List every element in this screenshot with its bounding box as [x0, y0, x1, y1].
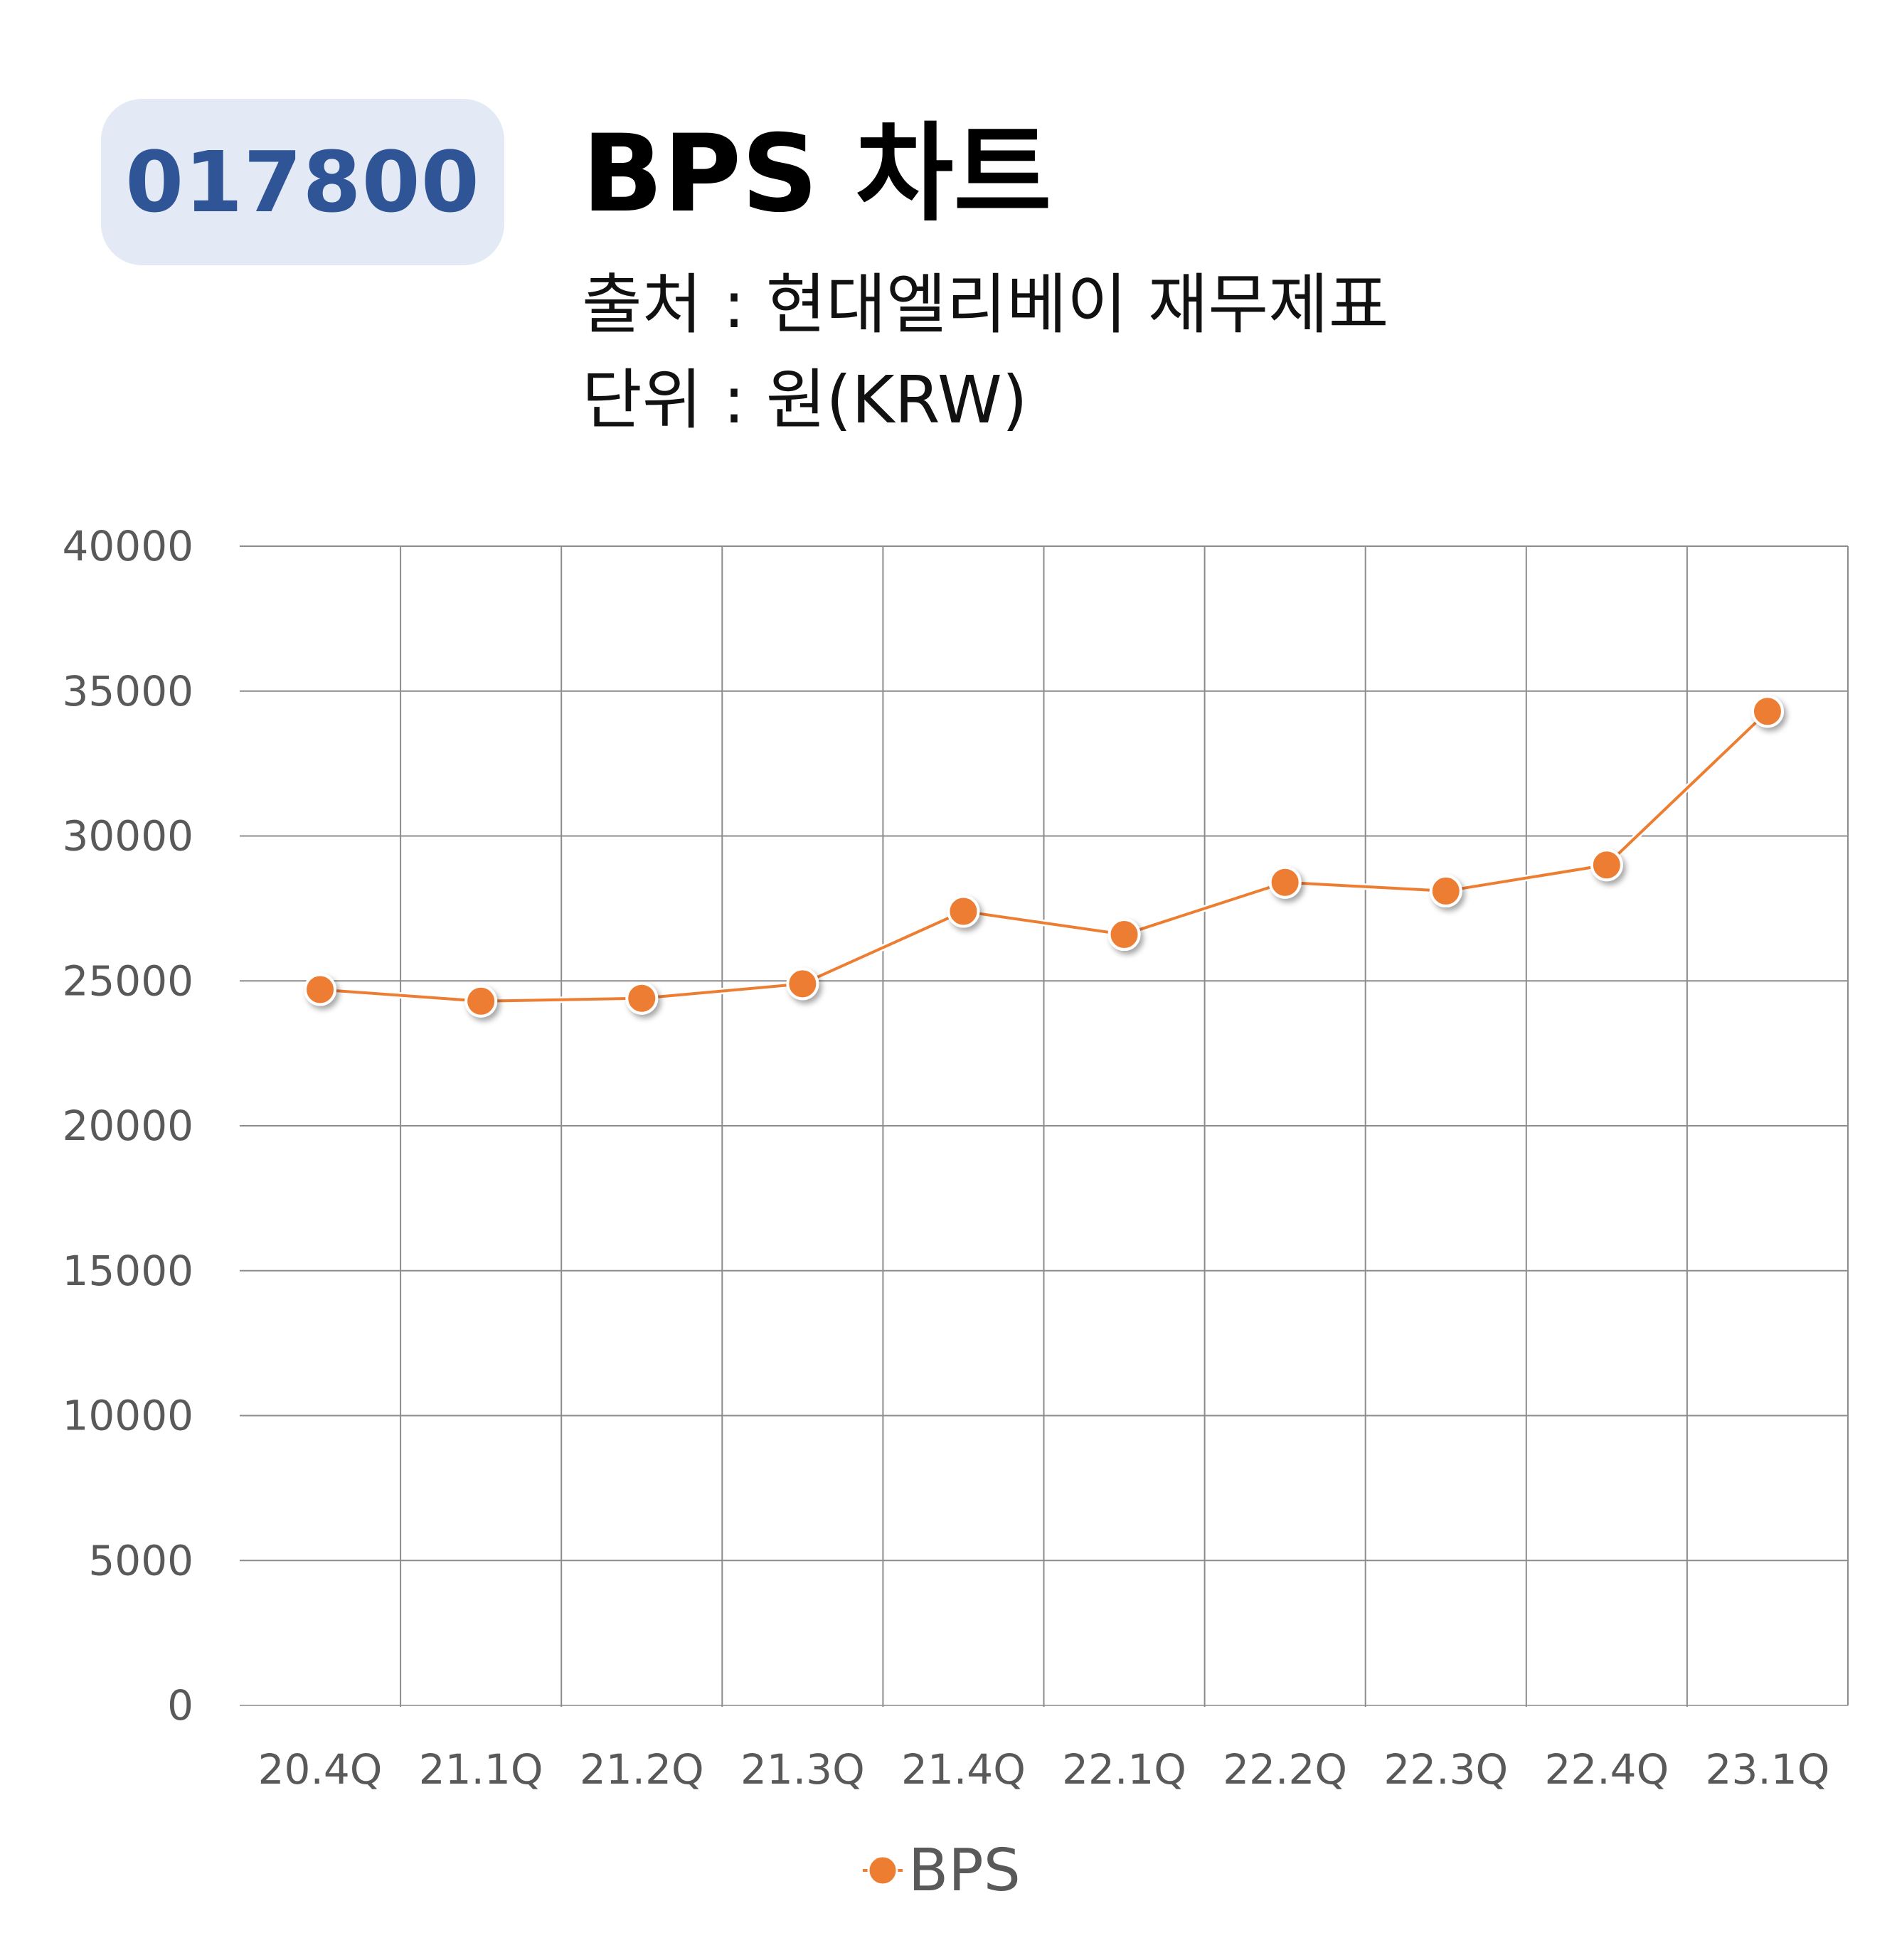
- y-tick-label: 40000: [62, 522, 193, 570]
- grid: [240, 545, 1849, 1707]
- data-point: [1107, 918, 1141, 952]
- x-axis-ticks: 20.4Q 21.1Q 21.2Q 21.3Q 21.4Q 22.1Q 22.2Q 22.3Q…: [258, 1745, 1830, 1794]
- legend[interactable]: BPS: [863, 1837, 1021, 1905]
- x-tick-label: 21.1Q: [419, 1745, 543, 1794]
- series-bps: [304, 695, 1784, 1018]
- x-tick-label: 20.4Q: [258, 1745, 383, 1794]
- y-tick-label: 35000: [62, 667, 193, 715]
- data-point: [1750, 695, 1784, 728]
- x-tick-label: 22.3Q: [1383, 1745, 1508, 1794]
- series-line: [319, 710, 1769, 1003]
- y-axis-ticks: 0 5000 10000 15000 20000 25000 30000 35000 40000: [62, 522, 193, 1730]
- x-tick-label: 22.2Q: [1223, 1745, 1347, 1794]
- data-point: [786, 967, 819, 1001]
- y-tick-label: 20000: [62, 1102, 193, 1150]
- data-point: [304, 973, 337, 1006]
- y-tick-label: 0: [167, 1681, 193, 1730]
- ticker-badge: 017800: [101, 99, 504, 265]
- data-point: [1590, 848, 1623, 882]
- x-tick-label: 22.1Q: [1062, 1745, 1186, 1794]
- x-tick-label: 21.3Q: [740, 1745, 865, 1794]
- data-point: [1429, 874, 1462, 907]
- y-tick-label: 25000: [62, 957, 193, 1005]
- data-point: [1268, 866, 1302, 899]
- data-point: [464, 984, 498, 1018]
- y-tick-label: 30000: [62, 812, 193, 861]
- x-tick-label: 22.4Q: [1544, 1745, 1669, 1794]
- x-tick-label: 21.4Q: [901, 1745, 1026, 1794]
- y-tick-label: 15000: [62, 1247, 193, 1295]
- data-point: [947, 895, 980, 928]
- legend-label: BPS: [908, 1837, 1021, 1905]
- chart-title: BPS 차트: [582, 112, 1052, 236]
- ticker-code: 017800: [125, 133, 480, 231]
- legend-marker: [867, 1855, 898, 1886]
- y-tick-label: 10000: [62, 1392, 193, 1440]
- x-tick-label: 23.1Q: [1706, 1745, 1830, 1794]
- x-tick-label: 21.2Q: [580, 1745, 704, 1794]
- unit-text: 단위 : 원(KRW): [582, 362, 1028, 438]
- data-point: [625, 981, 659, 1015]
- source-text: 출처 : 현대엘리베이 재무제표: [582, 267, 1389, 343]
- y-tick-label: 5000: [88, 1536, 193, 1584]
